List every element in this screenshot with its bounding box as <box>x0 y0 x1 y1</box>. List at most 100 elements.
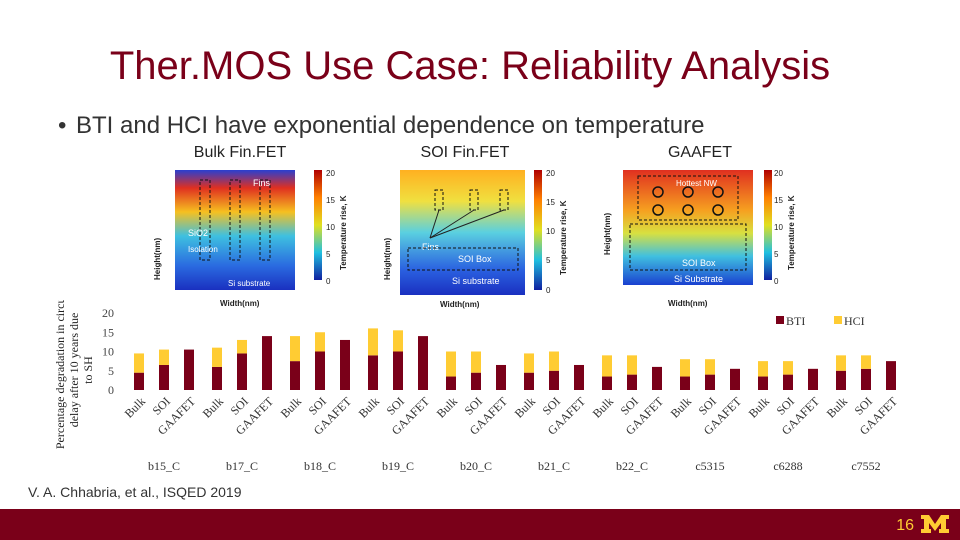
bar-hci <box>861 355 871 369</box>
citation: V. A. Chhabria, et al., ISQED 2019 <box>28 484 242 500</box>
bar-bti <box>549 370 559 390</box>
bar-bti <box>524 372 534 390</box>
bar-hci <box>159 349 169 365</box>
label-soi-box: SOI Box <box>682 258 716 268</box>
device-label: Bulk <box>746 394 772 420</box>
bar-bti <box>627 374 637 390</box>
colorbar-label: Temperature rise, K <box>339 195 348 270</box>
legend-swatch <box>834 316 842 324</box>
device-label: Bulk <box>122 394 148 420</box>
device-label: Bulk <box>434 394 460 420</box>
bullet-point: • BTI and HCI have exponential dependence… <box>58 112 704 140</box>
label-hottest-nw: Hottest NW <box>676 179 717 188</box>
y-tick-label: 5 <box>108 364 114 378</box>
bar-hci <box>368 328 378 356</box>
bar-bti <box>861 368 871 390</box>
y-axis-ticks: 0 5 10 15 20 <box>102 306 114 397</box>
label-si-substrate: Si substrate <box>228 279 271 288</box>
colorbar-tick: 20 <box>774 169 783 178</box>
bar-bti <box>758 376 768 390</box>
device-label: Bulk <box>824 394 850 420</box>
bar-bti <box>184 349 194 390</box>
colorbar-tick: 20 <box>326 169 335 178</box>
bar-bti <box>134 372 144 390</box>
colorbar-tick: 10 <box>546 227 555 236</box>
bar-bti <box>652 366 662 390</box>
heatmap-ylabel: Height(nm) <box>383 237 392 280</box>
bar-hci <box>471 351 481 373</box>
colorbar-tick: 0 <box>326 277 331 286</box>
bar-bti <box>496 364 506 390</box>
university-m-logo-icon <box>921 515 949 533</box>
bar-bti <box>680 376 690 390</box>
y-tick-label: 15 <box>102 325 114 339</box>
label-sio2: SiO2 <box>188 228 208 238</box>
bullet-icon: • <box>58 112 67 139</box>
label-fins: Fins <box>422 242 440 252</box>
bar-bti <box>730 368 740 390</box>
bar-bti <box>290 361 300 390</box>
fin-outline <box>229 179 241 261</box>
bar-hci <box>315 332 325 352</box>
bar-bti <box>262 336 272 390</box>
soi-box-outline <box>629 223 747 271</box>
nanowire <box>682 186 694 198</box>
label-si-substrate: Si Substrate <box>674 274 723 284</box>
bar-hci <box>524 353 534 373</box>
bar-hci <box>680 359 690 377</box>
colorbar-tick: 10 <box>326 223 335 232</box>
device-label: Bulk <box>590 394 616 420</box>
group-label: b19_C <box>382 459 414 473</box>
bar-hci <box>134 353 144 373</box>
group-label: b17_C <box>226 459 258 473</box>
bar-bti <box>471 372 481 390</box>
group-label: c7552 <box>851 459 880 473</box>
heatmap-title-bulk: Bulk Fin.FET <box>193 144 287 161</box>
colorbar-tick: 0 <box>546 286 551 295</box>
bar-hci <box>212 347 222 367</box>
label-si-substrate: Si substrate <box>452 276 500 286</box>
bar-hci <box>836 355 846 371</box>
slide-title: Ther.MOS Use Case: Reliability Analysis <box>109 44 831 88</box>
chart-legend: BTI HCI <box>776 314 865 328</box>
bar-hci <box>783 361 793 375</box>
bar-bti <box>602 376 612 390</box>
bar-bti <box>808 368 818 390</box>
colorbar <box>764 170 772 280</box>
heatmap-soi-finfet: Fins SOI Box Si substrate Height(nm) Wid… <box>383 169 568 309</box>
colorbar-tick: 5 <box>774 250 779 259</box>
heatmap-gaafet: Hottest NW SOI Box Si Substrate Height(n… <box>603 169 796 308</box>
bar-hci <box>237 339 247 354</box>
ylabel-line: delay after 10 years due <box>67 313 81 428</box>
colorbar-tick: 0 <box>774 277 779 286</box>
colorbar-tick: 20 <box>546 169 555 178</box>
group-label: b15_C <box>148 459 180 473</box>
nanowire <box>712 204 724 216</box>
nanowire <box>652 186 664 198</box>
device-label: Bulk <box>356 394 382 420</box>
bar-bti <box>315 351 325 390</box>
group-label: b22_C <box>616 459 648 473</box>
y-tick-label: 0 <box>108 383 114 397</box>
footer-bar: 16 <box>0 509 960 540</box>
heatmap-ylabel: Height(nm) <box>153 237 162 280</box>
heatmap-bulk-finfet: Fins SiO2 Isolation Si substrate Height(… <box>153 169 348 308</box>
page-number: 16 <box>896 517 914 534</box>
nanowire <box>712 186 724 198</box>
heatmap-xlabel: Width(nm) <box>668 299 708 308</box>
nanowire <box>652 204 664 216</box>
fin-outline <box>259 179 271 261</box>
colorbar-tick: 5 <box>326 250 331 259</box>
colorbar-label: Temperature rise, K <box>787 195 796 270</box>
colorbar <box>534 170 542 290</box>
stacked-bar-chart: Percentage degradation in circuit delay a… <box>53 300 901 473</box>
bar-hci <box>758 361 768 377</box>
bar-hci <box>602 355 612 377</box>
bar-bti <box>886 361 896 390</box>
bar-hci <box>290 336 300 362</box>
y-tick-label: 20 <box>102 306 114 320</box>
bar-bti <box>783 374 793 390</box>
bar-hci <box>705 359 715 375</box>
bar-bti <box>212 366 222 390</box>
